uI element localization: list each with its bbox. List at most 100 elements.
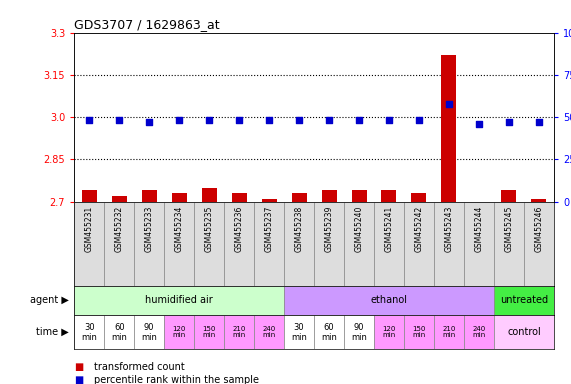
Text: transformed count: transformed count <box>94 362 185 372</box>
Text: humidified air: humidified air <box>145 295 213 306</box>
Text: GSM455239: GSM455239 <box>324 206 333 252</box>
Text: GSM455240: GSM455240 <box>355 206 364 252</box>
Text: GSM455236: GSM455236 <box>235 206 244 252</box>
Bar <box>472 202 486 204</box>
Bar <box>104 315 134 349</box>
Bar <box>134 315 164 349</box>
Bar <box>224 315 254 349</box>
Bar <box>524 202 554 286</box>
Bar <box>112 196 127 202</box>
Point <box>415 118 424 124</box>
Point <box>235 118 244 124</box>
Bar <box>284 202 314 286</box>
Bar <box>82 190 96 202</box>
Text: GSM455233: GSM455233 <box>144 206 154 252</box>
Point <box>324 118 333 124</box>
Bar <box>314 202 344 286</box>
Text: GSM455242: GSM455242 <box>415 206 424 252</box>
Bar <box>412 193 427 202</box>
Point <box>264 118 274 124</box>
Bar <box>172 193 187 202</box>
Bar <box>284 315 314 349</box>
Text: GSM455241: GSM455241 <box>384 206 393 252</box>
Text: time ▶: time ▶ <box>36 327 69 337</box>
Point <box>504 119 513 125</box>
Text: GSM455231: GSM455231 <box>85 206 94 252</box>
Bar <box>464 315 494 349</box>
Bar <box>232 193 247 202</box>
Text: 60
min: 60 min <box>321 323 337 341</box>
Bar <box>74 286 284 315</box>
Bar <box>314 315 344 349</box>
Point <box>115 118 124 124</box>
Bar <box>194 315 224 349</box>
Text: 120
min: 120 min <box>383 326 396 338</box>
Bar <box>344 315 374 349</box>
Text: 150
min: 150 min <box>203 326 216 338</box>
Point <box>295 118 304 124</box>
Bar <box>321 190 336 202</box>
Text: 90
min: 90 min <box>141 323 157 341</box>
Text: GSM455232: GSM455232 <box>115 206 124 252</box>
Point <box>204 118 214 124</box>
Bar <box>501 190 516 202</box>
Bar <box>381 190 396 202</box>
Point <box>384 118 393 124</box>
Bar <box>441 55 456 202</box>
Point <box>444 101 453 107</box>
Bar <box>344 202 374 286</box>
Bar <box>202 187 216 202</box>
Bar <box>254 202 284 286</box>
Text: agent ▶: agent ▶ <box>30 295 69 306</box>
Bar <box>134 202 164 286</box>
Text: 30
min: 30 min <box>291 323 307 341</box>
Text: 210
min: 210 min <box>443 326 456 338</box>
Bar <box>532 199 546 202</box>
Text: GSM455235: GSM455235 <box>204 206 214 252</box>
Point <box>85 118 94 124</box>
Bar <box>434 202 464 286</box>
Bar <box>224 202 254 286</box>
Text: ■: ■ <box>74 375 83 384</box>
Bar <box>404 202 434 286</box>
Bar <box>164 202 194 286</box>
Bar <box>74 202 104 286</box>
Point <box>175 118 184 124</box>
Text: GSM455238: GSM455238 <box>295 206 304 252</box>
Bar <box>142 190 156 202</box>
Bar <box>164 315 194 349</box>
Text: GSM455234: GSM455234 <box>175 206 184 252</box>
Point <box>534 119 544 125</box>
Bar <box>104 202 134 286</box>
Bar <box>262 199 276 202</box>
Point <box>144 119 154 125</box>
Text: 60
min: 60 min <box>111 323 127 341</box>
Bar <box>194 202 224 286</box>
Text: ethanol: ethanol <box>371 295 408 306</box>
Text: GSM455243: GSM455243 <box>444 206 453 252</box>
Text: 210
min: 210 min <box>232 326 246 338</box>
Text: GDS3707 / 1629863_at: GDS3707 / 1629863_at <box>74 18 220 31</box>
Text: percentile rank within the sample: percentile rank within the sample <box>94 375 259 384</box>
Bar <box>374 202 404 286</box>
Text: 30
min: 30 min <box>81 323 97 341</box>
Bar <box>284 286 494 315</box>
Point <box>475 121 484 127</box>
Bar <box>494 286 554 315</box>
Text: 150
min: 150 min <box>412 326 425 338</box>
Bar <box>254 315 284 349</box>
Bar <box>292 193 307 202</box>
Text: GSM455245: GSM455245 <box>504 206 513 252</box>
Bar <box>464 202 494 286</box>
Text: 120
min: 120 min <box>172 326 186 338</box>
Point <box>355 118 364 124</box>
Text: 240
min: 240 min <box>263 326 276 338</box>
Text: untreated: untreated <box>500 295 548 306</box>
Text: control: control <box>507 327 541 337</box>
Text: GSM455237: GSM455237 <box>264 206 274 252</box>
Text: 240
min: 240 min <box>472 326 485 338</box>
Bar <box>74 315 104 349</box>
Text: GSM455244: GSM455244 <box>475 206 484 252</box>
Bar <box>374 315 404 349</box>
Bar <box>434 315 464 349</box>
